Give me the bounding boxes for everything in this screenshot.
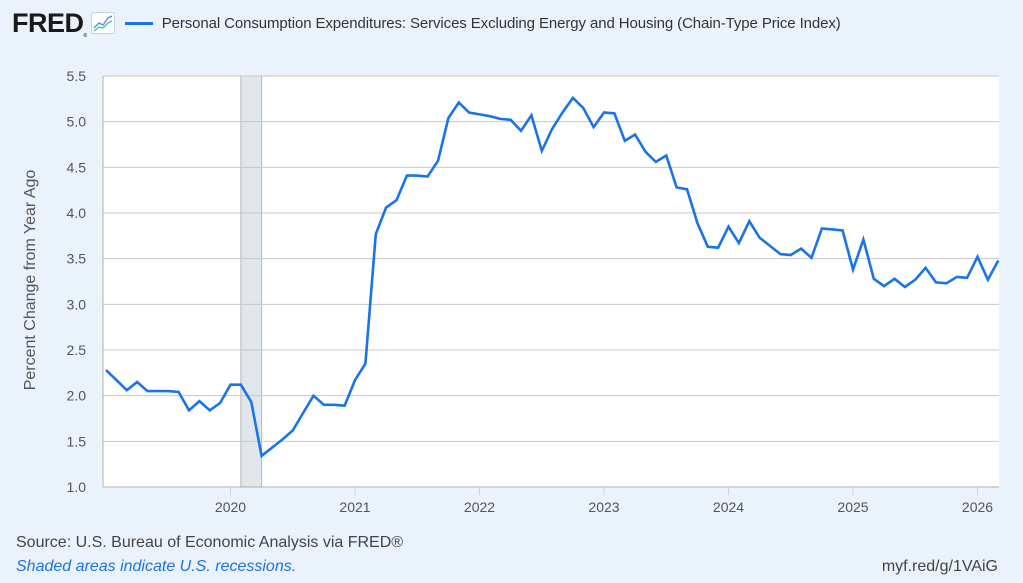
legend-series-title: Personal Consumption Expenditures: Servi… [161,14,841,32]
y-tick-label: 2.0 [67,388,87,404]
short-link[interactable]: myf.red/g/1VAiG [881,558,998,575]
x-tick-label: 2026 [962,499,993,515]
y-tick-label: 5.0 [67,114,87,130]
y-tick-label: 3.5 [67,251,87,267]
recession-shade [240,75,263,488]
x-tick-label: 2021 [339,499,370,515]
y-tick-label: 2.5 [67,342,87,358]
x-tick-label: 2025 [837,499,868,515]
source-text: Source: U.S. Bureau of Economic Analysis… [16,534,404,551]
x-tick-label: 2020 [215,499,246,515]
fred-logo[interactable]: FRED® [12,8,87,39]
y-tick-label: 5.5 [67,68,87,84]
x-tick-label: 2024 [713,499,744,515]
fred-logo-text: FRED [12,7,84,38]
y-tick-label: 1.5 [67,433,87,449]
y-tick-label: 4.5 [67,159,87,175]
x-tick-label: 2023 [588,499,619,515]
recession-note: Shaded areas indicate U.S. recessions. [16,558,297,575]
fred-logo-mark: ® [83,32,88,39]
y-tick-label: 1.0 [67,479,87,495]
legend-swatch [124,21,153,25]
x-tick-label: 2022 [464,499,495,515]
y-tick-label: 3.0 [67,296,87,312]
chart-area: 1.0 1.5 2.0 2.5 3.0 3.5 4.0 4.5 5.0 5.5 2020 2021 20… [67,68,1000,515]
line-chart-icon[interactable] [90,12,115,34]
plot-background [103,76,999,487]
y-tick-label: 4.0 [67,205,87,221]
chart-header: FRED® Personal Consumption Expenditures:… [12,6,841,40]
